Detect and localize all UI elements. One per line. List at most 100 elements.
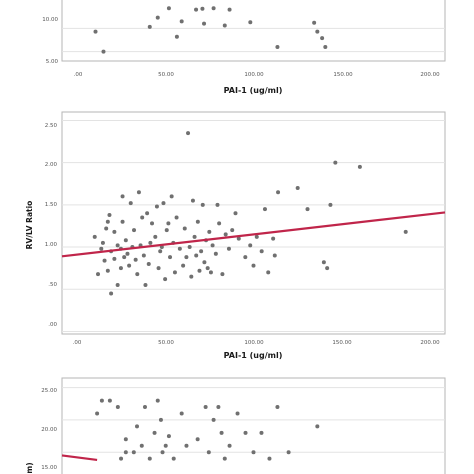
- data-point: [203, 405, 208, 410]
- panel-middle-y-tick-4: 2.00: [45, 162, 58, 168]
- data-point: [210, 243, 215, 248]
- panel-bottom-y-tick-1: 20.00: [41, 427, 57, 433]
- data-point: [328, 202, 333, 207]
- panel-bottom-y-tick-2: 25.00: [41, 388, 57, 394]
- data-point: [147, 24, 152, 29]
- data-point: [215, 202, 220, 207]
- data-point: [152, 430, 157, 435]
- regression-line: [61, 454, 98, 462]
- panel-top: 10.00 5.00 .00 50.00 100.00 150.00 200.0…: [42, 0, 446, 95]
- data-point: [251, 263, 256, 268]
- data-point: [227, 443, 232, 448]
- data-point: [219, 430, 224, 435]
- data-point: [93, 29, 98, 34]
- data-point: [194, 7, 199, 12]
- data-point: [166, 6, 171, 11]
- data-point: [171, 456, 176, 461]
- data-point: [205, 266, 210, 271]
- data-point: [286, 450, 291, 455]
- data-point: [189, 274, 194, 279]
- panel-top-x-tick-4: 200.00: [420, 72, 440, 78]
- panel-middle: 2.50 2.00 1.50 1.00 .50 .00 .00 50.00 10…: [25, 111, 446, 360]
- data-point: [118, 266, 123, 271]
- data-point: [101, 49, 106, 54]
- data-point: [190, 198, 195, 203]
- data-point: [107, 212, 112, 217]
- data-point: [208, 270, 213, 275]
- panel-top-x-axis-label: PAI-1 (ug/ml): [224, 86, 283, 95]
- data-point: [217, 221, 222, 226]
- data-point: [100, 240, 105, 245]
- panel-top-x-tick-3: 150.00: [333, 72, 353, 78]
- data-point: [163, 443, 168, 448]
- data-point: [195, 437, 200, 442]
- data-point: [163, 277, 168, 282]
- panel-middle-y-tick-1: .50: [48, 282, 57, 288]
- data-point: [158, 249, 163, 254]
- data-point: [105, 219, 110, 224]
- data-point: [236, 236, 241, 241]
- data-point: [213, 251, 218, 256]
- data-point: [222, 23, 227, 28]
- data-point: [211, 6, 216, 11]
- data-point: [140, 215, 145, 220]
- panel-middle-x-tick-1: 50.00: [158, 340, 174, 346]
- panel-top-x-tick-2: 100.00: [244, 72, 264, 78]
- data-point: [96, 272, 101, 277]
- data-point: [131, 450, 136, 455]
- data-point: [197, 268, 202, 273]
- data-point: [139, 443, 144, 448]
- data-point: [166, 221, 171, 226]
- panel-middle-x-tick-0: .00: [73, 340, 82, 346]
- panel-top-x-tick-0: .00: [74, 72, 83, 78]
- panel-bottom-y-axis-label-fragment: m): [25, 462, 34, 473]
- data-point: [168, 255, 173, 260]
- data-point: [194, 253, 199, 258]
- data-point: [160, 450, 165, 455]
- data-point: [312, 20, 317, 25]
- data-point: [248, 243, 253, 248]
- data-point: [243, 430, 248, 435]
- panel-middle-points: [92, 131, 408, 296]
- data-point: [223, 232, 228, 237]
- data-point: [323, 45, 328, 49]
- data-point: [195, 219, 200, 224]
- data-point: [267, 456, 272, 461]
- data-point: [403, 229, 408, 234]
- data-point: [155, 398, 160, 403]
- data-point: [123, 450, 128, 455]
- panel-middle-grid: [62, 119, 445, 332]
- data-point: [120, 219, 125, 224]
- data-point: [305, 207, 310, 212]
- panel-bottom-y-tick-0: 15.00: [41, 465, 57, 471]
- data-point: [102, 258, 107, 263]
- data-point: [127, 263, 132, 268]
- data-point: [119, 456, 124, 461]
- data-point: [184, 443, 189, 448]
- data-point: [179, 411, 184, 416]
- data-point: [172, 270, 177, 275]
- data-point: [200, 6, 205, 11]
- panel-top-grid: [62, 27, 445, 53]
- data-point: [233, 211, 238, 216]
- regression-line: [61, 211, 446, 258]
- data-point: [243, 255, 248, 260]
- panel-top-y-tick-0: 5.00: [46, 59, 59, 65]
- data-point: [155, 15, 160, 20]
- data-point: [272, 253, 277, 258]
- data-point: [112, 229, 117, 234]
- data-point: [177, 246, 182, 251]
- data-point: [153, 234, 158, 239]
- data-point: [128, 201, 133, 206]
- panel-middle-y-tick-5: 2.50: [45, 123, 58, 129]
- data-point: [271, 236, 276, 241]
- data-point: [158, 417, 163, 422]
- data-point: [146, 261, 151, 266]
- panel-middle-x-axis-label: PAI-1 (ug/ml): [224, 351, 283, 360]
- data-point: [99, 398, 104, 403]
- panel-middle-x-tick-4: 200.00: [420, 340, 440, 346]
- data-point: [133, 257, 138, 262]
- data-point: [148, 240, 153, 245]
- data-point: [115, 405, 120, 410]
